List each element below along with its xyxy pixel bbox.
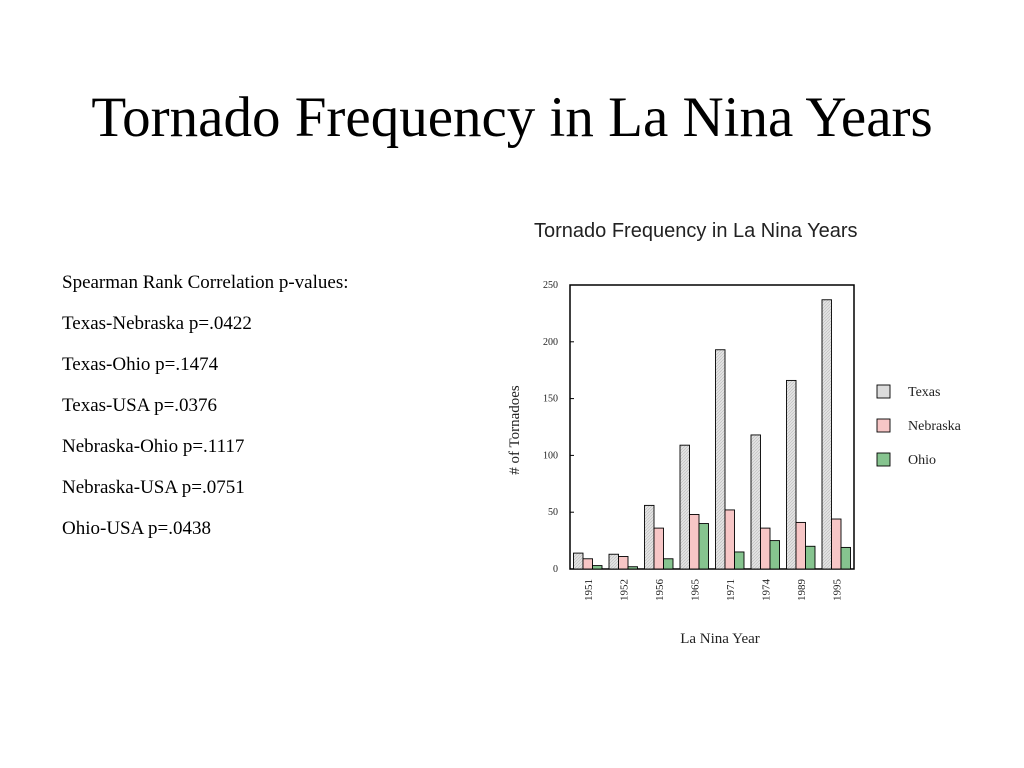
bar-nebraska-1989 bbox=[795, 521, 806, 570]
bar-ohio-1952 bbox=[627, 566, 638, 570]
bars bbox=[573, 299, 851, 570]
stat-item: Texas-Ohio p=.1474 bbox=[62, 354, 219, 375]
tornado-bar-chart: Tornado Frequency in La Nina Years 0 50 10… bbox=[507, 220, 962, 647]
stats-heading: Spearman Rank Correlation p-values: bbox=[62, 272, 349, 293]
correlation-stats: Spearman Rank Correlation p-values: Texa… bbox=[62, 272, 349, 559]
bar-nebraska-1952 bbox=[618, 556, 629, 570]
y-tick-label: 0 bbox=[553, 564, 558, 575]
x-tick-label: 1989 bbox=[796, 579, 808, 602]
y-tick-label: 100 bbox=[543, 450, 558, 461]
legend-swatch-nebraska bbox=[876, 418, 891, 433]
bar-texas-1974 bbox=[750, 434, 761, 570]
x-tick-label: 1956 bbox=[654, 579, 666, 602]
bar-ohio-1965 bbox=[698, 523, 709, 570]
stat-item: Texas-USA p=.0376 bbox=[62, 395, 218, 416]
legend-label-nebraska: Nebraska bbox=[908, 419, 962, 434]
y-tick-label: 200 bbox=[543, 337, 558, 348]
stat-item: Ohio-USA p=.0438 bbox=[62, 518, 212, 539]
stat-item: Nebraska-Ohio p=.1117 bbox=[62, 436, 245, 457]
y-tick-label: 150 bbox=[543, 394, 558, 405]
bar-texas-1965 bbox=[679, 444, 690, 570]
x-tick-label: 1951 bbox=[583, 579, 595, 601]
bar-nebraska-1995 bbox=[831, 518, 842, 570]
bar-nebraska-1971 bbox=[724, 509, 735, 570]
legend-label-texas: Texas bbox=[908, 385, 940, 400]
bar-nebraska-1956 bbox=[653, 527, 664, 570]
x-tick-label: 1974 bbox=[760, 579, 772, 602]
bar-nebraska-1965 bbox=[689, 514, 700, 570]
bar-ohio-1971 bbox=[734, 551, 745, 570]
bar-nebraska-1974 bbox=[760, 527, 771, 570]
x-tick-label: 1965 bbox=[689, 579, 701, 602]
y-tick-label: 50 bbox=[548, 507, 558, 518]
bar-texas-1956 bbox=[644, 504, 655, 570]
x-tick-label: 1971 bbox=[725, 579, 737, 601]
bar-ohio-1974 bbox=[769, 540, 780, 570]
bar-texas-1951 bbox=[573, 552, 584, 570]
legend-label-ohio: Ohio bbox=[908, 453, 936, 468]
plot-frame bbox=[569, 284, 855, 570]
bar-texas-1989 bbox=[786, 379, 797, 570]
y-axis: 0 50 100 150 200 250 bbox=[543, 280, 574, 575]
x-axis: 1951 1952 1956 1965 1971 1974 1989 1995 bbox=[583, 579, 844, 602]
x-tick-label: 1995 bbox=[831, 579, 843, 602]
bar-texas-1971 bbox=[715, 349, 726, 570]
bar-ohio-1956 bbox=[663, 558, 674, 570]
chart-title: Tornado Frequency in La Nina Years bbox=[534, 220, 858, 242]
stat-item: Nebraska-USA p=.0751 bbox=[62, 477, 245, 498]
legend: Texas Nebraska Ohio bbox=[876, 384, 962, 468]
y-tick-label: 250 bbox=[543, 280, 558, 291]
x-axis-label: La Nina Year bbox=[680, 631, 760, 647]
bar-texas-1952 bbox=[608, 553, 619, 570]
bar-ohio-1995 bbox=[840, 546, 851, 570]
bar-ohio-1951 bbox=[592, 565, 603, 570]
stat-item: Texas-Nebraska p=.0422 bbox=[62, 313, 252, 334]
legend-swatch-ohio bbox=[876, 452, 891, 467]
x-tick-label: 1952 bbox=[618, 579, 630, 601]
bar-ohio-1989 bbox=[805, 545, 816, 570]
bar-nebraska-1951 bbox=[582, 558, 593, 570]
slide-title: Tornado Frequency in La Nina Years bbox=[91, 86, 933, 149]
legend-swatch-texas bbox=[876, 384, 891, 399]
y-axis-label: # of Tornadoes bbox=[507, 385, 523, 475]
bar-texas-1995 bbox=[821, 299, 832, 570]
